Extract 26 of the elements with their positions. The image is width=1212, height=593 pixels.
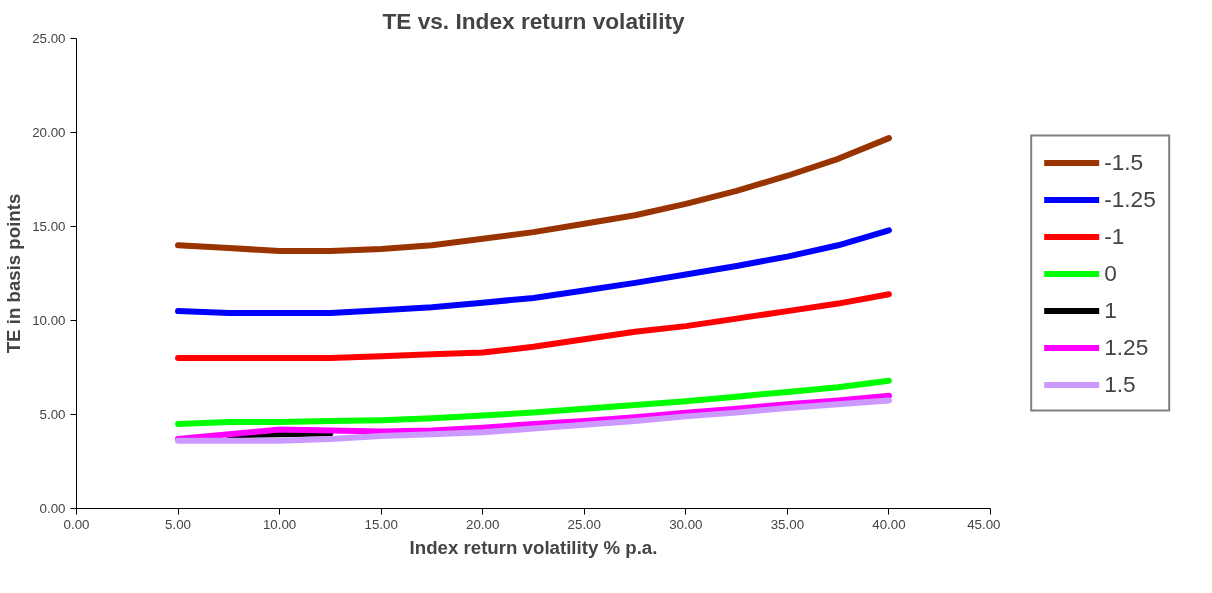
chart-title: TE vs. Index return volatility <box>382 7 685 34</box>
legend-label: 1.25 <box>1104 333 1149 361</box>
y-tick-label: 10.00 <box>32 313 66 328</box>
x-tick-label: 0.00 <box>63 516 90 532</box>
x-tick-label: 35.00 <box>770 516 805 532</box>
y-tick-label: 15.00 <box>32 219 66 234</box>
legend-label: 1 <box>1104 296 1118 324</box>
x-tick-label: 30.00 <box>669 516 703 532</box>
x-axis-title: Index return volatility % p.a. <box>409 536 658 558</box>
y-tick-label: 0.00 <box>39 501 66 516</box>
legend-label: 0 <box>1104 259 1118 287</box>
x-tick-label: 15.00 <box>364 516 398 532</box>
legend-label: 1.5 <box>1104 370 1136 398</box>
y-axis-title: TE in basis points <box>3 193 25 354</box>
x-tick-label: 25.00 <box>567 516 601 532</box>
y-tick-label: 25.00 <box>32 31 66 46</box>
x-tick-label: 5.00 <box>165 516 192 532</box>
x-tick-label: 20.00 <box>466 516 500 532</box>
x-tick-label: 10.00 <box>262 516 297 532</box>
x-tick-label: 40.00 <box>872 516 906 532</box>
y-tick-label: 5.00 <box>39 407 66 422</box>
legend-label: -1.25 <box>1104 185 1156 213</box>
y-tick-label: 20.00 <box>32 125 66 140</box>
legend-label: -1.5 <box>1104 148 1144 176</box>
legend-label: -1 <box>1104 222 1125 250</box>
x-tick-label: 45.00 <box>967 516 1001 532</box>
